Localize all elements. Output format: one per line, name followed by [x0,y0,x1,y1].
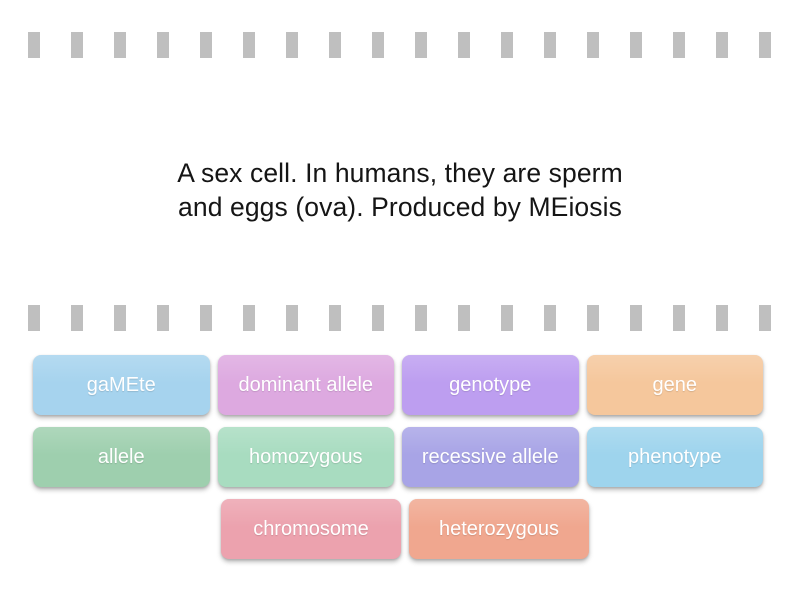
separator-dash [544,305,556,331]
question-area: A sex cell. In humans, they are sperm an… [0,100,800,280]
separator-dash [114,305,126,331]
separator-dash [673,305,685,331]
separator-dash [716,32,728,58]
answer-tile-phenotype[interactable]: phenotype [586,427,763,487]
separator-dash [71,32,83,58]
answer-tile-label: recessive allele [421,445,559,468]
separator-dash [28,305,40,331]
answer-tile-allele[interactable]: allele [33,427,210,487]
separator-dash [286,32,298,58]
question-text: A sex cell. In humans, they are sperm an… [120,156,680,225]
answer-tile-homozygous[interactable]: homozygous [217,427,394,487]
separator-dash [372,32,384,58]
answer-tile-dominant-allele[interactable]: dominant allele [217,355,394,415]
answer-tile-recessive-allele[interactable]: recessive allele [402,427,579,487]
answer-tile-row-3: chromosome heterozygous [221,499,771,559]
separator-dash [501,32,513,58]
separator-dash [501,305,513,331]
separator-dash [372,305,384,331]
separator-dash [243,305,255,331]
answer-tile-gamete[interactable]: gaMEte [33,355,210,415]
separator-dash [415,32,427,58]
answer-tile-label: dominant allele [238,373,374,396]
separator-dash [458,32,470,58]
dashed-separator-top [0,32,800,58]
dashed-separator-middle [0,305,800,331]
separator-dash [630,305,642,331]
separator-dash [415,305,427,331]
separator-dash [200,32,212,58]
answer-tile-label: homozygous [249,445,363,468]
answer-tile-grid: gaMEte dominant allele genotype gene all… [33,355,771,571]
separator-dash [329,305,341,331]
separator-dash [286,305,298,331]
separator-dash [28,32,40,58]
answer-tile-label: phenotype [628,445,722,468]
answer-tile-genotype[interactable]: genotype [402,355,579,415]
separator-dash [200,305,212,331]
answer-tile-chromosome[interactable]: chromosome [221,499,401,559]
answer-tile-gene[interactable]: gene [586,355,763,415]
answer-tile-label: genotype [449,373,532,396]
answer-tile-label: heterozygous [438,517,560,540]
answer-tile-label: allele [97,445,145,468]
separator-dash [157,32,169,58]
separator-dash [716,305,728,331]
answer-tile-label: chromosome [253,517,369,540]
separator-dash [673,32,685,58]
answer-tile-heterozygous[interactable]: heterozygous [409,499,589,559]
separator-dash [458,305,470,331]
answer-tile-label: gaMEte [86,373,156,396]
question-line-1: A sex cell. In humans, they are sperm [177,157,623,188]
answer-tile-label: gene [652,373,698,396]
separator-dash [71,305,83,331]
separator-dash [157,305,169,331]
question-line-2: and eggs (ova). Produced by MEiosis [178,192,622,222]
separator-dash [759,305,771,331]
answer-tile-row-1: gaMEte dominant allele genotype gene [33,355,771,415]
answer-tile-row-2: allele homozygous recessive allele pheno… [33,427,771,487]
separator-dash [587,305,599,331]
separator-dash [329,32,341,58]
separator-dash [243,32,255,58]
separator-dash [114,32,126,58]
separator-dash [759,32,771,58]
separator-dash [630,32,642,58]
separator-dash [587,32,599,58]
separator-dash [544,32,556,58]
